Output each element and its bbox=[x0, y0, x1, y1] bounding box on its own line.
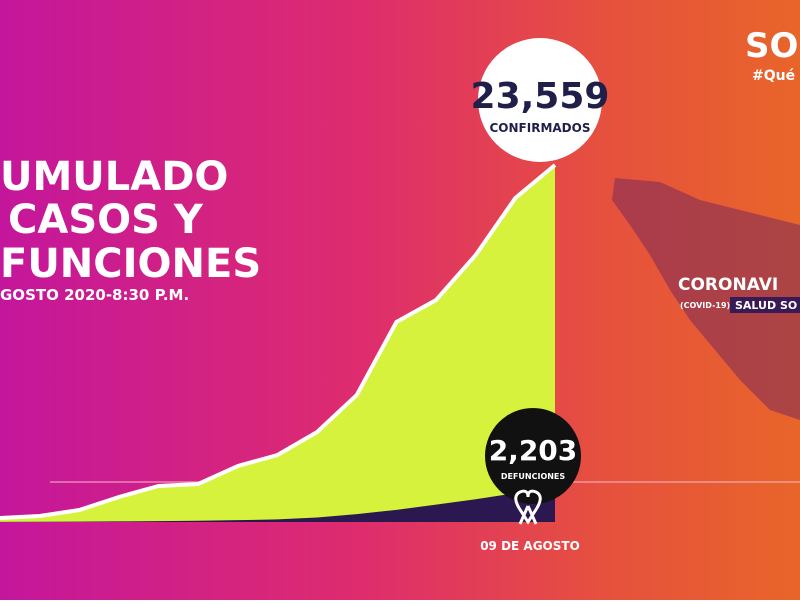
area bbox=[0, 488, 555, 522]
title-line: CASOS Y bbox=[8, 197, 204, 243]
subtitle: GOSTO 2020-8:30 P.M. bbox=[0, 286, 189, 304]
map-region bbox=[612, 178, 800, 420]
ribbon-icon bbox=[514, 489, 542, 525]
series-name: DEFUNCIONES bbox=[501, 472, 566, 481]
title-line: FUNCIONES bbox=[0, 241, 261, 287]
value-label: 2,203 bbox=[489, 434, 578, 467]
area-line bbox=[0, 163, 557, 520]
value-label: 23,559 bbox=[471, 76, 610, 117]
x-tick-label: 09 DE AGOSTO bbox=[480, 539, 580, 553]
logo: SO bbox=[745, 26, 798, 66]
area bbox=[0, 165, 555, 522]
panel-source: SALUD SO bbox=[735, 299, 797, 312]
hashtag: #Qué bbox=[752, 68, 795, 84]
panel-title: CORONAVI bbox=[678, 275, 778, 295]
bubble bbox=[478, 38, 602, 162]
series-name: CONFIRMADOS bbox=[490, 121, 591, 135]
title-line: UMULADO bbox=[0, 154, 228, 200]
bubble bbox=[485, 408, 581, 504]
panel-source-box bbox=[730, 297, 800, 313]
panel-tag: (COVID-19) bbox=[680, 301, 730, 310]
